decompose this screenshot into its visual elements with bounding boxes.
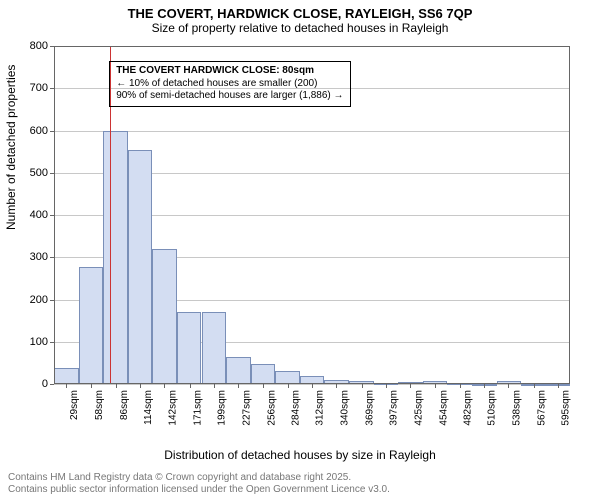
xtick-label: 510sqm xyxy=(487,390,498,426)
xtick xyxy=(164,384,165,388)
histogram-bar xyxy=(128,150,153,384)
attribution: Contains HM Land Registry data © Crown c… xyxy=(8,472,390,496)
xtick xyxy=(312,384,313,388)
xtick-label: 425sqm xyxy=(413,390,424,426)
annotation-box: THE COVERT HARDWICK CLOSE: 80sqm← 10% of… xyxy=(109,61,350,107)
xtick xyxy=(336,384,337,388)
y-axis-label: Number of detached properties xyxy=(4,65,18,230)
xtick xyxy=(214,384,215,388)
xtick xyxy=(288,384,289,388)
histogram-plot: 010020030040050060070080029sqm58sqm86sqm… xyxy=(52,44,572,424)
ytick-label: 800 xyxy=(30,40,48,52)
gridline xyxy=(54,46,570,47)
histogram-bar xyxy=(54,368,79,384)
xtick-label: 567sqm xyxy=(537,390,548,426)
xtick-label: 29sqm xyxy=(69,390,80,420)
ytick-label: 400 xyxy=(30,209,48,221)
histogram-bar xyxy=(202,312,227,384)
xtick xyxy=(435,384,436,388)
ytick-label: 200 xyxy=(30,294,48,306)
ytick xyxy=(50,342,54,343)
xtick xyxy=(558,384,559,388)
xtick xyxy=(362,384,363,388)
title-line1: THE COVERT, HARDWICK CLOSE, RAYLEIGH, SS… xyxy=(0,6,600,21)
xtick xyxy=(484,384,485,388)
ytick xyxy=(50,46,54,47)
xtick-label: 538sqm xyxy=(511,390,522,426)
histogram-bar xyxy=(103,131,128,384)
attrib-line2: Contains public sector information licen… xyxy=(8,484,390,496)
ytick xyxy=(50,300,54,301)
title-line2: Size of property relative to detached ho… xyxy=(0,21,600,35)
xtick-label: 58sqm xyxy=(94,390,105,420)
xtick xyxy=(460,384,461,388)
ytick xyxy=(50,173,54,174)
xtick xyxy=(91,384,92,388)
title-block: THE COVERT, HARDWICK CLOSE, RAYLEIGH, SS… xyxy=(0,0,600,35)
histogram-bar xyxy=(300,376,325,384)
histogram-bar xyxy=(79,267,104,384)
xtick-label: 369sqm xyxy=(365,390,376,426)
xtick xyxy=(116,384,117,388)
xtick xyxy=(140,384,141,388)
xtick-label: 142sqm xyxy=(167,390,178,426)
annotation-l2: ← 10% of detached houses are smaller (20… xyxy=(116,78,343,91)
xtick xyxy=(534,384,535,388)
figure: THE COVERT, HARDWICK CLOSE, RAYLEIGH, SS… xyxy=(0,0,600,500)
xtick xyxy=(410,384,411,388)
ytick-label: 0 xyxy=(42,378,48,390)
histogram-bar xyxy=(226,357,251,384)
ytick-label: 600 xyxy=(30,125,48,137)
ytick xyxy=(50,257,54,258)
gridline xyxy=(54,131,570,132)
xtick-label: 397sqm xyxy=(389,390,400,426)
histogram-bar xyxy=(177,312,202,384)
annotation-l1: THE COVERT HARDWICK CLOSE: 80sqm xyxy=(116,65,343,78)
xtick xyxy=(386,384,387,388)
xtick-label: 199sqm xyxy=(217,390,228,426)
histogram-bar xyxy=(152,249,177,384)
xtick-label: 114sqm xyxy=(143,390,154,425)
ytick-label: 300 xyxy=(30,251,48,263)
annotation-l3: 90% of semi-detached houses are larger (… xyxy=(116,90,343,103)
x-axis-label: Distribution of detached houses by size … xyxy=(0,448,600,462)
xtick-label: 595sqm xyxy=(561,390,572,426)
xtick-label: 454sqm xyxy=(438,390,449,426)
ytick xyxy=(50,88,54,89)
histogram-bar xyxy=(251,364,276,384)
xtick-label: 340sqm xyxy=(339,390,350,426)
xtick xyxy=(190,384,191,388)
attrib-line1: Contains HM Land Registry data © Crown c… xyxy=(8,472,390,484)
xtick-label: 227sqm xyxy=(241,390,252,426)
ytick-label: 100 xyxy=(30,336,48,348)
ytick xyxy=(50,215,54,216)
xtick xyxy=(238,384,239,388)
xtick-label: 256sqm xyxy=(266,390,277,426)
xtick-label: 312sqm xyxy=(315,390,326,426)
ytick xyxy=(50,131,54,132)
histogram-bar xyxy=(275,371,300,384)
ytick-label: 500 xyxy=(30,167,48,179)
xtick xyxy=(263,384,264,388)
xtick xyxy=(66,384,67,388)
xtick-label: 284sqm xyxy=(291,390,302,426)
ytick-label: 700 xyxy=(30,82,48,94)
xtick-label: 86sqm xyxy=(119,390,130,420)
xtick-label: 482sqm xyxy=(463,390,474,426)
xtick xyxy=(508,384,509,388)
xtick-label: 171sqm xyxy=(193,390,204,426)
ytick xyxy=(50,384,54,385)
